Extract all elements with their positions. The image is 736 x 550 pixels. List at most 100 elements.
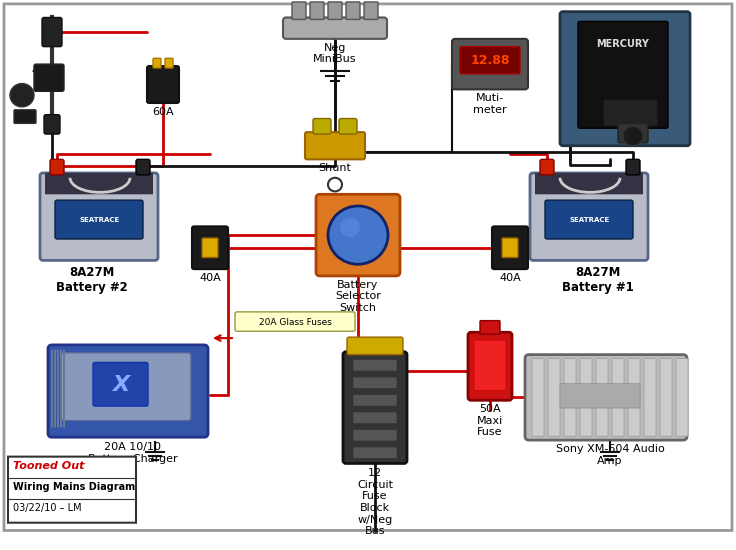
FancyBboxPatch shape bbox=[310, 2, 324, 19]
FancyBboxPatch shape bbox=[474, 340, 506, 390]
Text: 03/22/10 – LM: 03/22/10 – LM bbox=[13, 503, 82, 513]
FancyBboxPatch shape bbox=[545, 200, 633, 239]
FancyBboxPatch shape bbox=[480, 321, 500, 334]
FancyBboxPatch shape bbox=[42, 18, 62, 47]
FancyBboxPatch shape bbox=[316, 194, 400, 276]
Text: SEATRACE: SEATRACE bbox=[80, 217, 120, 223]
FancyBboxPatch shape bbox=[347, 337, 403, 355]
Text: 40A: 40A bbox=[199, 273, 221, 283]
Circle shape bbox=[340, 218, 360, 237]
FancyBboxPatch shape bbox=[8, 456, 136, 522]
FancyBboxPatch shape bbox=[60, 350, 62, 427]
FancyBboxPatch shape bbox=[525, 355, 687, 440]
FancyBboxPatch shape bbox=[353, 447, 397, 459]
FancyBboxPatch shape bbox=[61, 353, 191, 421]
FancyBboxPatch shape bbox=[14, 110, 36, 123]
FancyBboxPatch shape bbox=[603, 99, 658, 127]
Text: Wiring Mains Diagram: Wiring Mains Diagram bbox=[13, 482, 135, 492]
FancyBboxPatch shape bbox=[353, 394, 397, 406]
Text: 20A Glass Fuses: 20A Glass Fuses bbox=[258, 318, 331, 327]
Text: Neg
MiniBus: Neg MiniBus bbox=[314, 43, 357, 64]
Text: 8A27M
Battery #2: 8A27M Battery #2 bbox=[56, 266, 128, 294]
FancyBboxPatch shape bbox=[57, 350, 59, 427]
FancyBboxPatch shape bbox=[235, 312, 355, 331]
FancyBboxPatch shape bbox=[492, 227, 528, 269]
FancyBboxPatch shape bbox=[468, 332, 512, 400]
FancyBboxPatch shape bbox=[48, 345, 208, 437]
Text: Muti-
meter: Muti- meter bbox=[473, 94, 507, 115]
FancyBboxPatch shape bbox=[136, 160, 150, 175]
Circle shape bbox=[623, 126, 643, 146]
FancyBboxPatch shape bbox=[353, 412, 397, 424]
Circle shape bbox=[328, 178, 342, 191]
FancyBboxPatch shape bbox=[313, 119, 331, 134]
Text: Battery Charger: Battery Charger bbox=[88, 454, 178, 464]
Text: 40A: 40A bbox=[499, 273, 521, 283]
FancyBboxPatch shape bbox=[353, 430, 397, 441]
FancyBboxPatch shape bbox=[530, 173, 648, 260]
FancyBboxPatch shape bbox=[676, 359, 688, 436]
Text: 60A: 60A bbox=[152, 107, 174, 117]
FancyBboxPatch shape bbox=[578, 21, 668, 128]
Text: Sony XM-604 Audio: Sony XM-604 Audio bbox=[556, 444, 665, 454]
FancyBboxPatch shape bbox=[153, 58, 161, 68]
Text: 50A
Maxi
Fuse: 50A Maxi Fuse bbox=[477, 404, 503, 437]
FancyBboxPatch shape bbox=[192, 227, 228, 269]
FancyBboxPatch shape bbox=[353, 360, 397, 371]
FancyBboxPatch shape bbox=[364, 2, 378, 19]
Text: 12
Circuit
Fuse
Block
w/Neg
Bus: 12 Circuit Fuse Block w/Neg Bus bbox=[357, 468, 393, 536]
FancyBboxPatch shape bbox=[147, 66, 179, 103]
Text: MERCURY: MERCURY bbox=[597, 39, 649, 49]
Text: Tooned Out: Tooned Out bbox=[13, 460, 85, 470]
FancyBboxPatch shape bbox=[532, 359, 544, 436]
FancyBboxPatch shape bbox=[292, 2, 306, 19]
FancyBboxPatch shape bbox=[283, 18, 387, 39]
FancyBboxPatch shape bbox=[328, 2, 342, 19]
FancyBboxPatch shape bbox=[339, 119, 357, 134]
FancyBboxPatch shape bbox=[644, 359, 656, 436]
FancyBboxPatch shape bbox=[540, 160, 554, 175]
FancyBboxPatch shape bbox=[346, 2, 360, 19]
FancyBboxPatch shape bbox=[612, 359, 624, 436]
FancyBboxPatch shape bbox=[54, 350, 56, 427]
Circle shape bbox=[10, 84, 34, 107]
FancyBboxPatch shape bbox=[560, 384, 640, 408]
FancyBboxPatch shape bbox=[353, 377, 397, 389]
FancyBboxPatch shape bbox=[535, 173, 643, 194]
Text: Amp: Amp bbox=[597, 455, 623, 466]
FancyBboxPatch shape bbox=[50, 160, 64, 175]
FancyBboxPatch shape bbox=[660, 359, 672, 436]
FancyBboxPatch shape bbox=[502, 238, 518, 257]
FancyBboxPatch shape bbox=[63, 350, 65, 427]
FancyBboxPatch shape bbox=[34, 64, 64, 91]
FancyBboxPatch shape bbox=[202, 238, 218, 257]
Text: SEATRACE: SEATRACE bbox=[570, 217, 610, 223]
FancyBboxPatch shape bbox=[618, 123, 648, 143]
FancyBboxPatch shape bbox=[628, 359, 640, 436]
Text: Battery
Selector
Switch: Battery Selector Switch bbox=[335, 280, 381, 313]
FancyBboxPatch shape bbox=[548, 359, 560, 436]
Text: Shunt: Shunt bbox=[319, 163, 351, 173]
Text: 12.88: 12.88 bbox=[470, 54, 510, 67]
FancyBboxPatch shape bbox=[564, 359, 576, 436]
Circle shape bbox=[328, 206, 388, 264]
Text: 20A 10/10: 20A 10/10 bbox=[105, 442, 161, 452]
FancyBboxPatch shape bbox=[343, 351, 407, 464]
FancyBboxPatch shape bbox=[460, 47, 520, 74]
FancyBboxPatch shape bbox=[560, 12, 690, 146]
FancyBboxPatch shape bbox=[55, 200, 143, 239]
FancyBboxPatch shape bbox=[626, 160, 640, 175]
FancyBboxPatch shape bbox=[93, 362, 148, 406]
FancyBboxPatch shape bbox=[596, 359, 608, 436]
FancyBboxPatch shape bbox=[51, 350, 53, 427]
FancyBboxPatch shape bbox=[4, 4, 732, 530]
FancyBboxPatch shape bbox=[452, 39, 528, 90]
FancyBboxPatch shape bbox=[40, 173, 158, 260]
FancyBboxPatch shape bbox=[45, 173, 153, 194]
FancyBboxPatch shape bbox=[165, 58, 173, 68]
FancyBboxPatch shape bbox=[305, 132, 365, 160]
Text: X: X bbox=[113, 375, 130, 395]
FancyBboxPatch shape bbox=[44, 114, 60, 134]
Text: 8A27M
Battery #1: 8A27M Battery #1 bbox=[562, 266, 634, 294]
FancyBboxPatch shape bbox=[580, 359, 592, 436]
